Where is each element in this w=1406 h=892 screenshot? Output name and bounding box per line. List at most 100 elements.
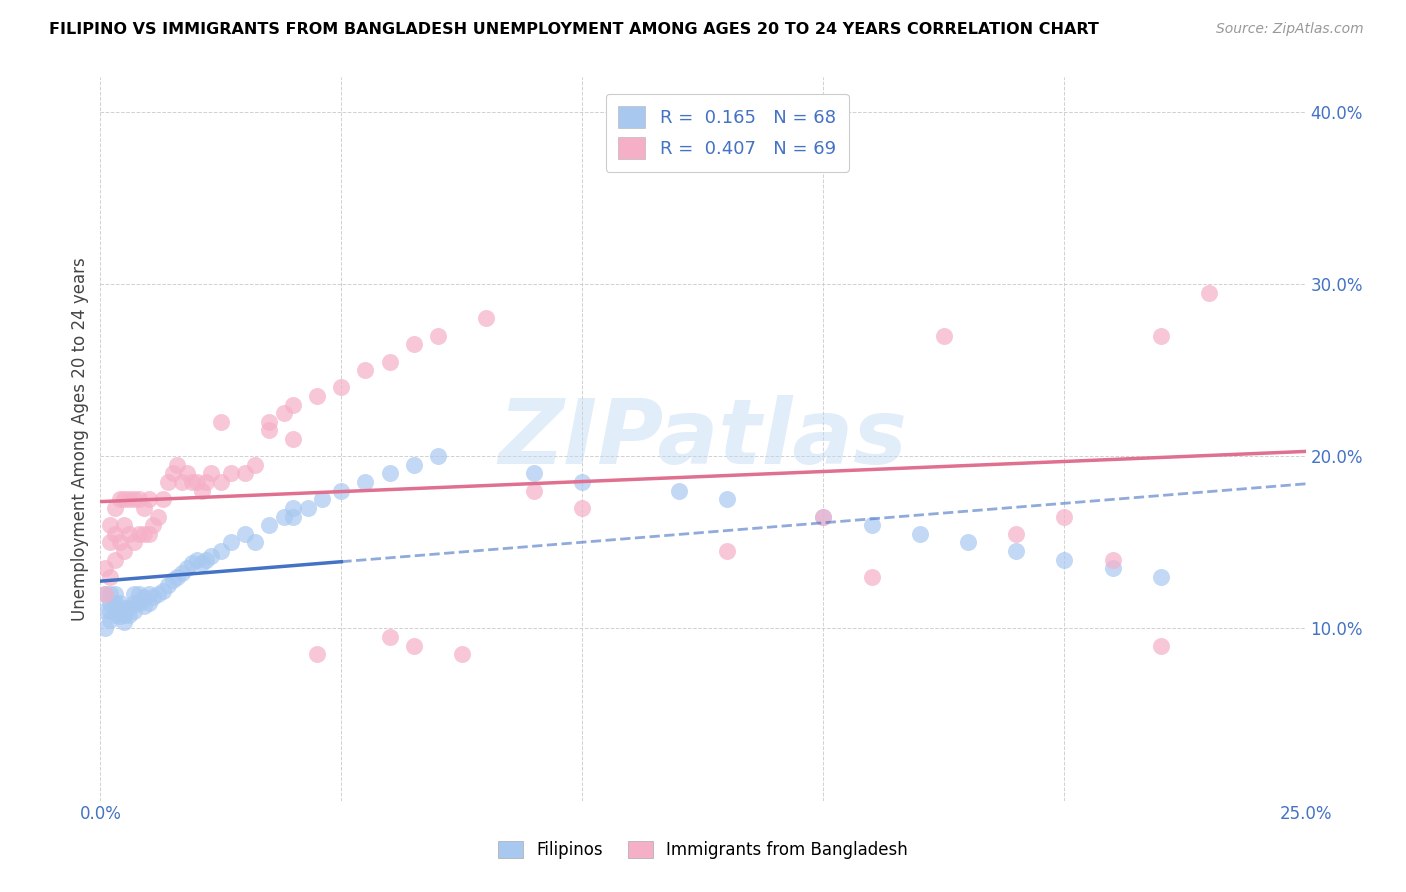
Point bbox=[273, 509, 295, 524]
Point bbox=[860, 570, 883, 584]
Point bbox=[283, 509, 305, 524]
Point bbox=[378, 354, 401, 368]
Point bbox=[378, 467, 401, 481]
Point bbox=[114, 600, 136, 615]
Point bbox=[354, 475, 377, 489]
Point bbox=[181, 556, 204, 570]
Point bbox=[283, 432, 305, 446]
Point bbox=[114, 518, 136, 533]
Legend: R =  0.165   N = 68, R =  0.407   N = 69: R = 0.165 N = 68, R = 0.407 N = 69 bbox=[606, 94, 848, 172]
Point bbox=[138, 492, 160, 507]
Point bbox=[257, 518, 280, 533]
Point bbox=[233, 526, 256, 541]
Point bbox=[118, 600, 141, 615]
Point bbox=[94, 604, 117, 618]
Point bbox=[402, 639, 425, 653]
Point bbox=[209, 544, 232, 558]
Point bbox=[273, 406, 295, 420]
Point bbox=[186, 475, 208, 489]
Point bbox=[257, 424, 280, 438]
Point bbox=[307, 389, 329, 403]
Point bbox=[98, 518, 121, 533]
Point bbox=[114, 607, 136, 622]
Point bbox=[128, 492, 150, 507]
Point bbox=[571, 500, 593, 515]
Point bbox=[152, 492, 174, 507]
Point bbox=[108, 535, 131, 549]
Point bbox=[128, 526, 150, 541]
Point bbox=[1053, 509, 1076, 524]
Point bbox=[233, 467, 256, 481]
Point bbox=[142, 591, 165, 605]
Point bbox=[122, 492, 145, 507]
Point bbox=[190, 556, 212, 570]
Point bbox=[98, 604, 121, 618]
Point bbox=[181, 475, 204, 489]
Point bbox=[172, 566, 194, 581]
Point bbox=[94, 561, 117, 575]
Point bbox=[132, 591, 155, 605]
Y-axis label: Unemployment Among Ages 20 to 24 years: Unemployment Among Ages 20 to 24 years bbox=[72, 257, 89, 621]
Point bbox=[172, 475, 194, 489]
Point bbox=[523, 483, 546, 498]
Point bbox=[451, 647, 474, 661]
Point bbox=[426, 328, 449, 343]
Point bbox=[98, 570, 121, 584]
Point bbox=[195, 475, 218, 489]
Point bbox=[571, 475, 593, 489]
Point bbox=[104, 587, 127, 601]
Point bbox=[108, 609, 131, 624]
Point bbox=[195, 552, 218, 566]
Point bbox=[402, 337, 425, 351]
Point bbox=[122, 596, 145, 610]
Point bbox=[190, 483, 212, 498]
Point bbox=[122, 604, 145, 618]
Point bbox=[104, 600, 127, 615]
Point bbox=[176, 467, 198, 481]
Point bbox=[138, 587, 160, 601]
Point bbox=[98, 535, 121, 549]
Point bbox=[354, 363, 377, 377]
Point bbox=[118, 492, 141, 507]
Point bbox=[114, 615, 136, 629]
Point bbox=[209, 475, 232, 489]
Point bbox=[166, 570, 188, 584]
Point bbox=[1101, 561, 1123, 575]
Point bbox=[1198, 285, 1220, 300]
Point bbox=[108, 604, 131, 618]
Point bbox=[1005, 544, 1028, 558]
Point bbox=[1101, 552, 1123, 566]
Point bbox=[330, 380, 353, 394]
Point bbox=[378, 630, 401, 644]
Point bbox=[108, 596, 131, 610]
Point bbox=[1150, 570, 1173, 584]
Point bbox=[98, 613, 121, 627]
Point bbox=[860, 518, 883, 533]
Point bbox=[813, 509, 835, 524]
Point bbox=[475, 311, 498, 326]
Point bbox=[118, 607, 141, 622]
Point bbox=[118, 526, 141, 541]
Point bbox=[1150, 328, 1173, 343]
Point bbox=[1005, 526, 1028, 541]
Point bbox=[114, 544, 136, 558]
Point bbox=[128, 587, 150, 601]
Point bbox=[311, 492, 333, 507]
Point bbox=[98, 596, 121, 610]
Point bbox=[716, 492, 738, 507]
Legend: Filipinos, Immigrants from Bangladesh: Filipinos, Immigrants from Bangladesh bbox=[491, 834, 915, 866]
Point bbox=[104, 526, 127, 541]
Point bbox=[156, 578, 179, 592]
Point bbox=[426, 449, 449, 463]
Point bbox=[104, 552, 127, 566]
Point bbox=[219, 467, 242, 481]
Text: FILIPINO VS IMMIGRANTS FROM BANGLADESH UNEMPLOYMENT AMONG AGES 20 TO 24 YEARS CO: FILIPINO VS IMMIGRANTS FROM BANGLADESH U… bbox=[49, 22, 1099, 37]
Point bbox=[330, 483, 353, 498]
Point bbox=[283, 500, 305, 515]
Point bbox=[297, 500, 319, 515]
Point bbox=[957, 535, 980, 549]
Point bbox=[307, 647, 329, 661]
Point bbox=[128, 596, 150, 610]
Point bbox=[138, 596, 160, 610]
Point bbox=[200, 467, 222, 481]
